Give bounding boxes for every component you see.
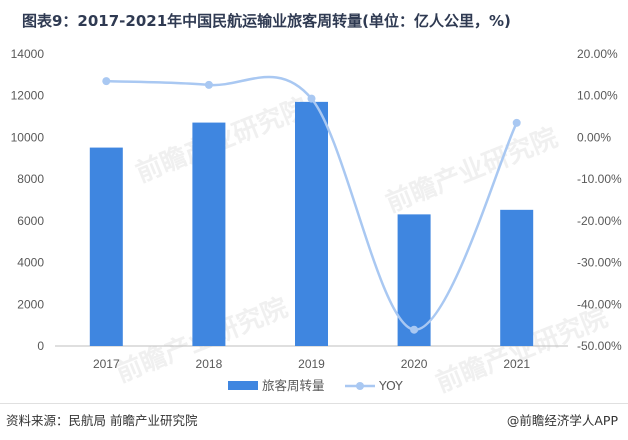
legend-line-marker [356, 382, 364, 390]
x-tick-label: 2018 [196, 357, 223, 371]
x-tick-label: 2017 [93, 357, 120, 371]
bar-series [89, 101, 534, 347]
brand-credit: @前瞻经济学人APP [506, 413, 618, 428]
yoy-line [106, 75, 518, 331]
y-left-tick-label: 8000 [17, 172, 44, 186]
y-left-tick-label: 4000 [17, 256, 44, 270]
legend-bar-swatch [228, 381, 258, 390]
y-right-tick-label: 20.00% [577, 47, 618, 61]
chart-title: 图表9：2017-2021年中国民航运输业旅客周转量(单位：亿人公里，%) [22, 12, 511, 30]
bar-2021 [500, 209, 534, 346]
y-right-tick-label: 10.00% [577, 89, 618, 103]
legend-line-label: YOY [378, 378, 403, 393]
y-right-tick-label: -50.00% [577, 339, 622, 353]
y-right-tick-label: -20.00% [577, 214, 622, 228]
y-left-tick-label: 14000 [11, 47, 45, 61]
x-tick-label: 2020 [401, 357, 428, 371]
y-right-tick-label: -40.00% [577, 297, 622, 311]
legend: 旅客周转量 YOY [228, 378, 403, 393]
yoy-point-2017 [102, 77, 111, 86]
yoy-point-2018 [204, 80, 213, 89]
y-left-tick-label: 6000 [17, 214, 44, 228]
bar-2018 [192, 122, 226, 347]
bar-2019 [295, 101, 328, 346]
source-note: 资料来源：民航局 前瞻产业研究院 [6, 413, 198, 428]
combo-chart: 0 2000 4000 6000 8000 10000 12000 14000 -50.00% -… [11, 47, 622, 393]
axes: 0 2000 4000 6000 8000 10000 12000 14000 -50.00% -… [11, 47, 622, 371]
footer-divider [0, 403, 628, 404]
x-tick-label: 2021 [503, 357, 530, 371]
yoy-point-2019 [307, 94, 316, 103]
yoy-point-2020 [410, 325, 419, 334]
y-left-tick-label: 12000 [11, 89, 45, 103]
bar-2017 [89, 147, 123, 346]
line-series [102, 75, 521, 334]
y-right-tick-label: -30.00% [577, 256, 622, 270]
y-left-tick-label: 2000 [17, 297, 44, 311]
y-left-tick-label: 0 [37, 339, 44, 353]
y-right-tick-label: 0.00% [577, 130, 611, 144]
y-left-tick-label: 10000 [11, 130, 45, 144]
x-tick-label: 2019 [298, 357, 325, 371]
y-right-tick-label: -10.00% [577, 172, 622, 186]
legend-bar-label: 旅客周转量 [262, 378, 325, 393]
yoy-point-2021 [512, 118, 521, 127]
